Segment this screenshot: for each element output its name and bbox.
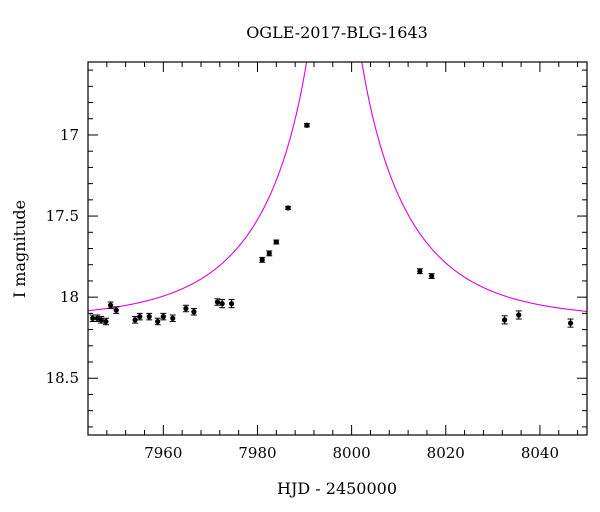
model-curve-layer [88,62,587,312]
data-point [89,314,96,322]
data-point [285,205,292,211]
data-point [160,312,167,321]
data-point [132,316,139,324]
y-tick-label: 17 [60,126,79,144]
y-axis-label: I magnitude [10,200,29,298]
data-point-marker [98,317,104,323]
plot-frame [87,61,588,436]
data-point-marker [191,309,197,315]
data-point-marker [137,314,143,320]
data-point [303,122,310,128]
data-point [416,268,423,275]
data-point-marker [304,122,310,128]
data-point-marker [146,314,152,320]
x-tick-label: 7980 [238,444,276,462]
data-point-marker [273,239,279,245]
y-tick-label: 18.5 [46,369,79,387]
data-point-marker [429,273,435,279]
data-point [567,318,574,328]
model-curve [88,62,587,312]
data-point [146,312,153,321]
data-point [169,314,176,322]
data-point-marker [502,317,508,323]
data-point-marker [103,318,109,325]
data-point-marker [228,301,235,307]
data-point-marker [170,315,176,321]
data-point [98,316,105,324]
data-point-marker [567,320,574,326]
chart-title: OGLE-2017-BLG-1643 [246,23,428,42]
data-point [190,308,197,316]
data-point-marker [516,312,522,318]
data-point [113,306,120,314]
data-point-marker [183,305,189,312]
data-point [259,256,266,263]
x-tick-label: 8040 [521,444,559,462]
data-point-marker [155,318,161,325]
data-point-marker [113,307,119,313]
data-point [228,299,235,309]
data-point [266,250,273,257]
data-point-marker [417,268,423,274]
data-point [102,317,109,326]
x-axis-label: HJD - 2450000 [277,479,397,498]
axis-ticks-layer: 7960 7980 8000 8020 8040 17 17.5 18 18.5 [46,62,587,462]
data-point-marker [160,314,166,320]
data-point [428,273,435,280]
data-point [273,239,280,245]
data-point-marker [90,315,96,321]
data-point-marker [132,317,138,323]
data-point [214,298,221,306]
data-point-marker [219,301,225,307]
data-point-marker [259,257,265,263]
y-tick-label: 17.5 [46,207,79,225]
data-point [515,310,522,320]
data-point [136,312,143,321]
data-point-marker [285,205,291,211]
x-tick-label: 7960 [144,444,182,462]
x-tick-label: 8000 [333,444,371,462]
data-point [501,315,508,325]
data-point [182,304,189,313]
data-point [154,317,161,326]
data-point-marker [107,302,114,308]
data-points-layer [89,122,574,328]
x-tick-label: 8020 [427,444,465,462]
y-tick-label: 18 [60,288,79,306]
data-point-marker [266,250,272,256]
data-point-marker [214,299,221,305]
data-point [219,299,226,309]
data-point [107,301,114,310]
